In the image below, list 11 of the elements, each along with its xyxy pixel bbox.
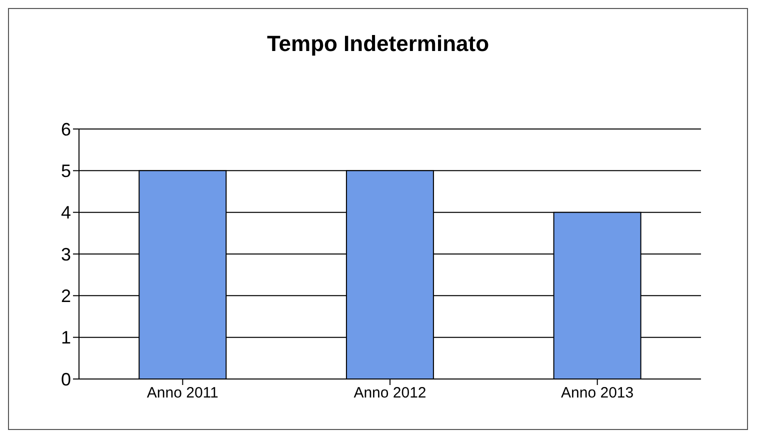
y-tick-label: 4	[60, 202, 71, 223]
y-tick-label: 0	[60, 369, 71, 390]
y-tick-label: 6	[60, 119, 71, 140]
y-tick-label: 5	[60, 161, 71, 182]
y-tick-label: 1	[60, 328, 71, 348]
x-tick-label: Anno 2011	[146, 384, 218, 402]
x-tick-label: Anno 2012	[354, 384, 426, 402]
y-tick-label: 2	[60, 286, 71, 306]
x-tick-label: Anno 2013	[561, 384, 634, 402]
chart-title: Tempo Indeterminato	[266, 31, 490, 57]
y-tick-label: 3	[60, 244, 71, 264]
